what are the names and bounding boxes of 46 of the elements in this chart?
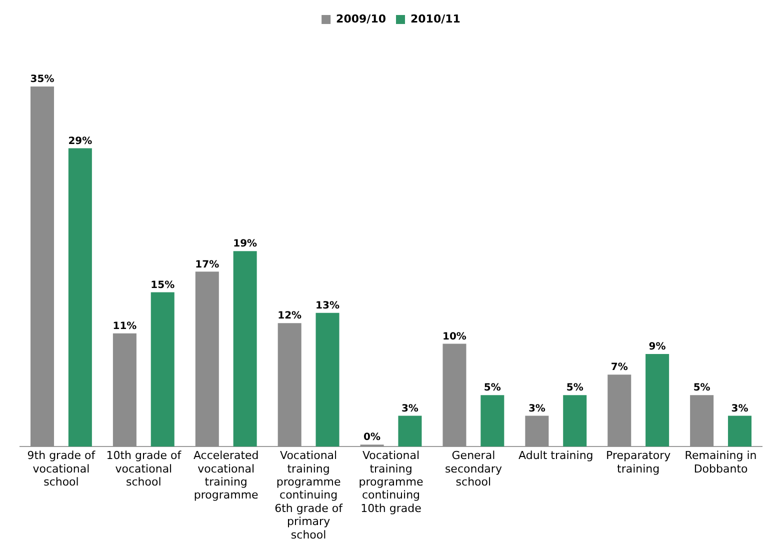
bar (150, 292, 174, 447)
bar (728, 416, 752, 447)
bar (398, 416, 422, 447)
data-label: 0% (364, 432, 381, 444)
x-tick-label: Accelerated vocational training programme (193, 449, 259, 502)
bar (525, 416, 549, 447)
data-label: 7% (610, 362, 628, 374)
bar (30, 86, 54, 447)
legend-label: 2010/11 (410, 12, 460, 26)
x-tick-label: General secondary school (444, 449, 502, 488)
data-label: 5% (566, 382, 584, 394)
data-label: 3% (401, 403, 418, 414)
data-label: 12% (278, 310, 302, 322)
data-label: 11% (112, 321, 137, 332)
bar (68, 148, 92, 447)
data-label: 5% (484, 382, 501, 394)
data-label: 17% (195, 259, 220, 270)
bar (690, 395, 714, 447)
data-label: 10% (442, 331, 466, 342)
bar (195, 272, 219, 447)
data-label: 15% (150, 280, 175, 291)
bar (563, 395, 587, 447)
bar (646, 354, 670, 447)
data-label: 3% (731, 403, 748, 414)
bar (608, 374, 632, 447)
data-label: 3% (528, 403, 546, 414)
bar (316, 312, 340, 447)
x-tick-label: Vocational training programme continuing 10th grade (358, 449, 424, 515)
bar (233, 251, 257, 447)
data-label: 5% (693, 382, 710, 394)
data-label: 19% (233, 238, 258, 250)
data-label: 13% (316, 300, 340, 312)
x-tick-label: Preparatory training (606, 449, 672, 476)
x-tick-label: 9th grade of vocational school (27, 449, 96, 488)
bar (112, 333, 136, 447)
x-tick-label: Remaining in Dobbanto (684, 449, 757, 476)
x-tick-label: Vocational training programme continuing 6th grade of primary school (274, 449, 344, 542)
bar (480, 395, 504, 447)
data-label: 9% (648, 342, 666, 353)
x-tick-label: 10th grade of vocational school (106, 449, 182, 488)
bar (278, 323, 302, 447)
bar (442, 344, 466, 447)
data-label: 29% (68, 136, 92, 147)
data-label: 35% (30, 74, 54, 86)
legend-label: 2009/10 (336, 12, 386, 26)
x-tick-label: Adult training (518, 449, 594, 462)
